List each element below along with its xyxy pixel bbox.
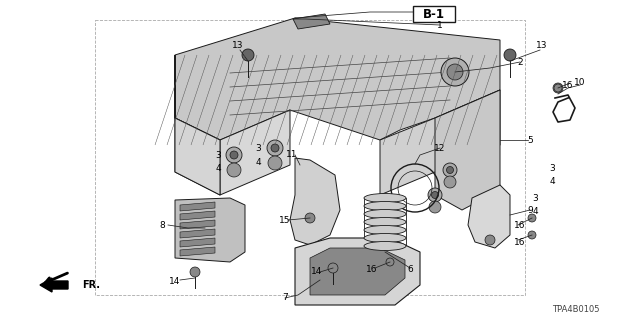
Circle shape: [504, 49, 516, 61]
Circle shape: [443, 163, 457, 177]
Polygon shape: [180, 220, 215, 229]
Text: 3: 3: [549, 164, 555, 172]
Circle shape: [429, 201, 441, 213]
Polygon shape: [468, 185, 510, 248]
Text: TPA4B0105: TPA4B0105: [552, 306, 600, 315]
Circle shape: [447, 166, 454, 173]
Ellipse shape: [364, 218, 406, 227]
Polygon shape: [310, 248, 405, 295]
Text: 3: 3: [215, 150, 221, 159]
Text: 4: 4: [549, 177, 555, 186]
Circle shape: [271, 144, 279, 152]
Polygon shape: [180, 211, 215, 220]
Circle shape: [227, 163, 241, 177]
Circle shape: [431, 191, 438, 198]
Text: 4: 4: [255, 157, 261, 166]
Text: 12: 12: [435, 143, 445, 153]
Circle shape: [230, 151, 238, 159]
Text: FR.: FR.: [82, 280, 100, 290]
Text: 7: 7: [282, 293, 288, 302]
Circle shape: [386, 258, 394, 266]
Text: 3: 3: [532, 194, 538, 203]
Polygon shape: [293, 14, 330, 29]
Circle shape: [328, 263, 338, 273]
Circle shape: [242, 49, 254, 61]
Circle shape: [447, 64, 463, 80]
Polygon shape: [180, 229, 215, 238]
Text: 8: 8: [159, 220, 165, 229]
Text: B-1: B-1: [423, 7, 445, 20]
Text: 16: 16: [515, 237, 525, 246]
Polygon shape: [435, 90, 500, 210]
Circle shape: [554, 84, 562, 92]
Circle shape: [268, 156, 282, 170]
Circle shape: [267, 140, 283, 156]
Circle shape: [528, 214, 536, 222]
Circle shape: [444, 176, 456, 188]
Text: 15: 15: [279, 215, 291, 225]
Polygon shape: [175, 118, 220, 195]
Circle shape: [441, 58, 469, 86]
Text: 10: 10: [574, 77, 586, 86]
Text: 11: 11: [286, 149, 298, 158]
Ellipse shape: [364, 194, 406, 203]
Polygon shape: [180, 247, 215, 256]
Ellipse shape: [364, 242, 406, 251]
Text: 16: 16: [515, 220, 525, 229]
Text: 4: 4: [215, 164, 221, 172]
Ellipse shape: [364, 202, 406, 211]
Circle shape: [485, 235, 495, 245]
Polygon shape: [380, 90, 500, 195]
Circle shape: [190, 267, 200, 277]
Text: 16: 16: [366, 266, 378, 275]
Text: 2: 2: [517, 58, 523, 67]
Text: 3: 3: [255, 143, 261, 153]
Ellipse shape: [364, 234, 406, 243]
Ellipse shape: [364, 210, 406, 219]
Polygon shape: [295, 238, 420, 305]
Text: 9: 9: [527, 205, 533, 214]
Text: 14: 14: [311, 268, 323, 276]
Text: 16: 16: [563, 81, 573, 90]
Circle shape: [428, 188, 442, 202]
FancyBboxPatch shape: [413, 6, 455, 22]
Polygon shape: [175, 55, 220, 195]
Ellipse shape: [364, 226, 406, 235]
Polygon shape: [175, 198, 245, 262]
Polygon shape: [290, 158, 340, 245]
Circle shape: [528, 231, 536, 239]
Polygon shape: [180, 202, 215, 211]
Circle shape: [226, 147, 242, 163]
Text: 14: 14: [170, 277, 180, 286]
Circle shape: [305, 213, 315, 223]
Text: 5: 5: [527, 135, 533, 145]
Polygon shape: [180, 238, 215, 247]
Text: 13: 13: [536, 41, 548, 50]
Circle shape: [553, 83, 563, 93]
Polygon shape: [220, 110, 290, 195]
Polygon shape: [175, 18, 500, 140]
Text: 13: 13: [232, 41, 244, 50]
Text: 4: 4: [532, 206, 538, 215]
Polygon shape: [40, 278, 68, 292]
Text: 6: 6: [407, 266, 413, 275]
Text: 1: 1: [437, 20, 443, 29]
